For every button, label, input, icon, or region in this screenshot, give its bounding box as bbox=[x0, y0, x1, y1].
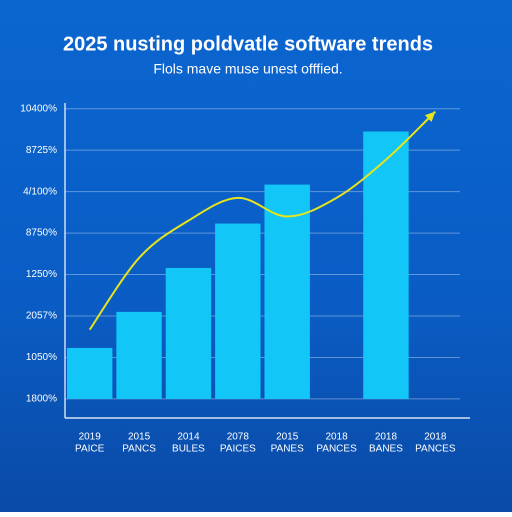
x-tick-label: PAICE bbox=[75, 444, 105, 455]
x-tick-label: 2015 bbox=[128, 432, 151, 443]
bar bbox=[264, 184, 310, 399]
bar bbox=[363, 131, 409, 399]
bar bbox=[215, 223, 261, 399]
x-tick-label: BANES bbox=[369, 444, 403, 455]
x-tick-label: BULES bbox=[172, 444, 205, 455]
x-tick-label: 2014 bbox=[177, 432, 200, 443]
x-tick-label: PANES bbox=[271, 444, 304, 455]
y-tick-label: 2057% bbox=[26, 311, 57, 322]
y-tick-label: 4/100% bbox=[23, 186, 57, 197]
chart-title: 2025 nusting poldvatle software trends bbox=[63, 33, 433, 55]
x-tick-label: PANCES bbox=[316, 444, 357, 455]
x-tick-label: PANCS bbox=[122, 444, 156, 455]
x-tick-label: 2015 bbox=[276, 432, 299, 443]
y-tick-label: 8750% bbox=[26, 228, 57, 239]
y-tick-label: 10400% bbox=[20, 103, 57, 114]
chart-subtitle: Flols mave muse unest offfied. bbox=[153, 61, 342, 77]
x-tick-label: PANCES bbox=[415, 444, 456, 455]
bar bbox=[116, 311, 162, 399]
trend-line bbox=[88, 110, 437, 331]
y-tick-label: 1250% bbox=[26, 269, 57, 280]
y-tick-label: 8725% bbox=[26, 145, 57, 156]
arrow-head bbox=[424, 111, 436, 122]
x-tick-label: 2018 bbox=[325, 432, 348, 443]
x-tick-label: 2018 bbox=[424, 432, 447, 443]
x-tick-label: 2019 bbox=[79, 432, 102, 443]
x-tick-label: PAICES bbox=[220, 444, 256, 455]
x-tick-label: 2018 bbox=[375, 432, 398, 443]
bar bbox=[66, 347, 113, 399]
y-tick-label: 1800% bbox=[26, 394, 57, 405]
x-tick-label: 2078 bbox=[227, 432, 250, 443]
bar bbox=[165, 267, 212, 399]
y-tick-label: 1050% bbox=[26, 352, 57, 363]
